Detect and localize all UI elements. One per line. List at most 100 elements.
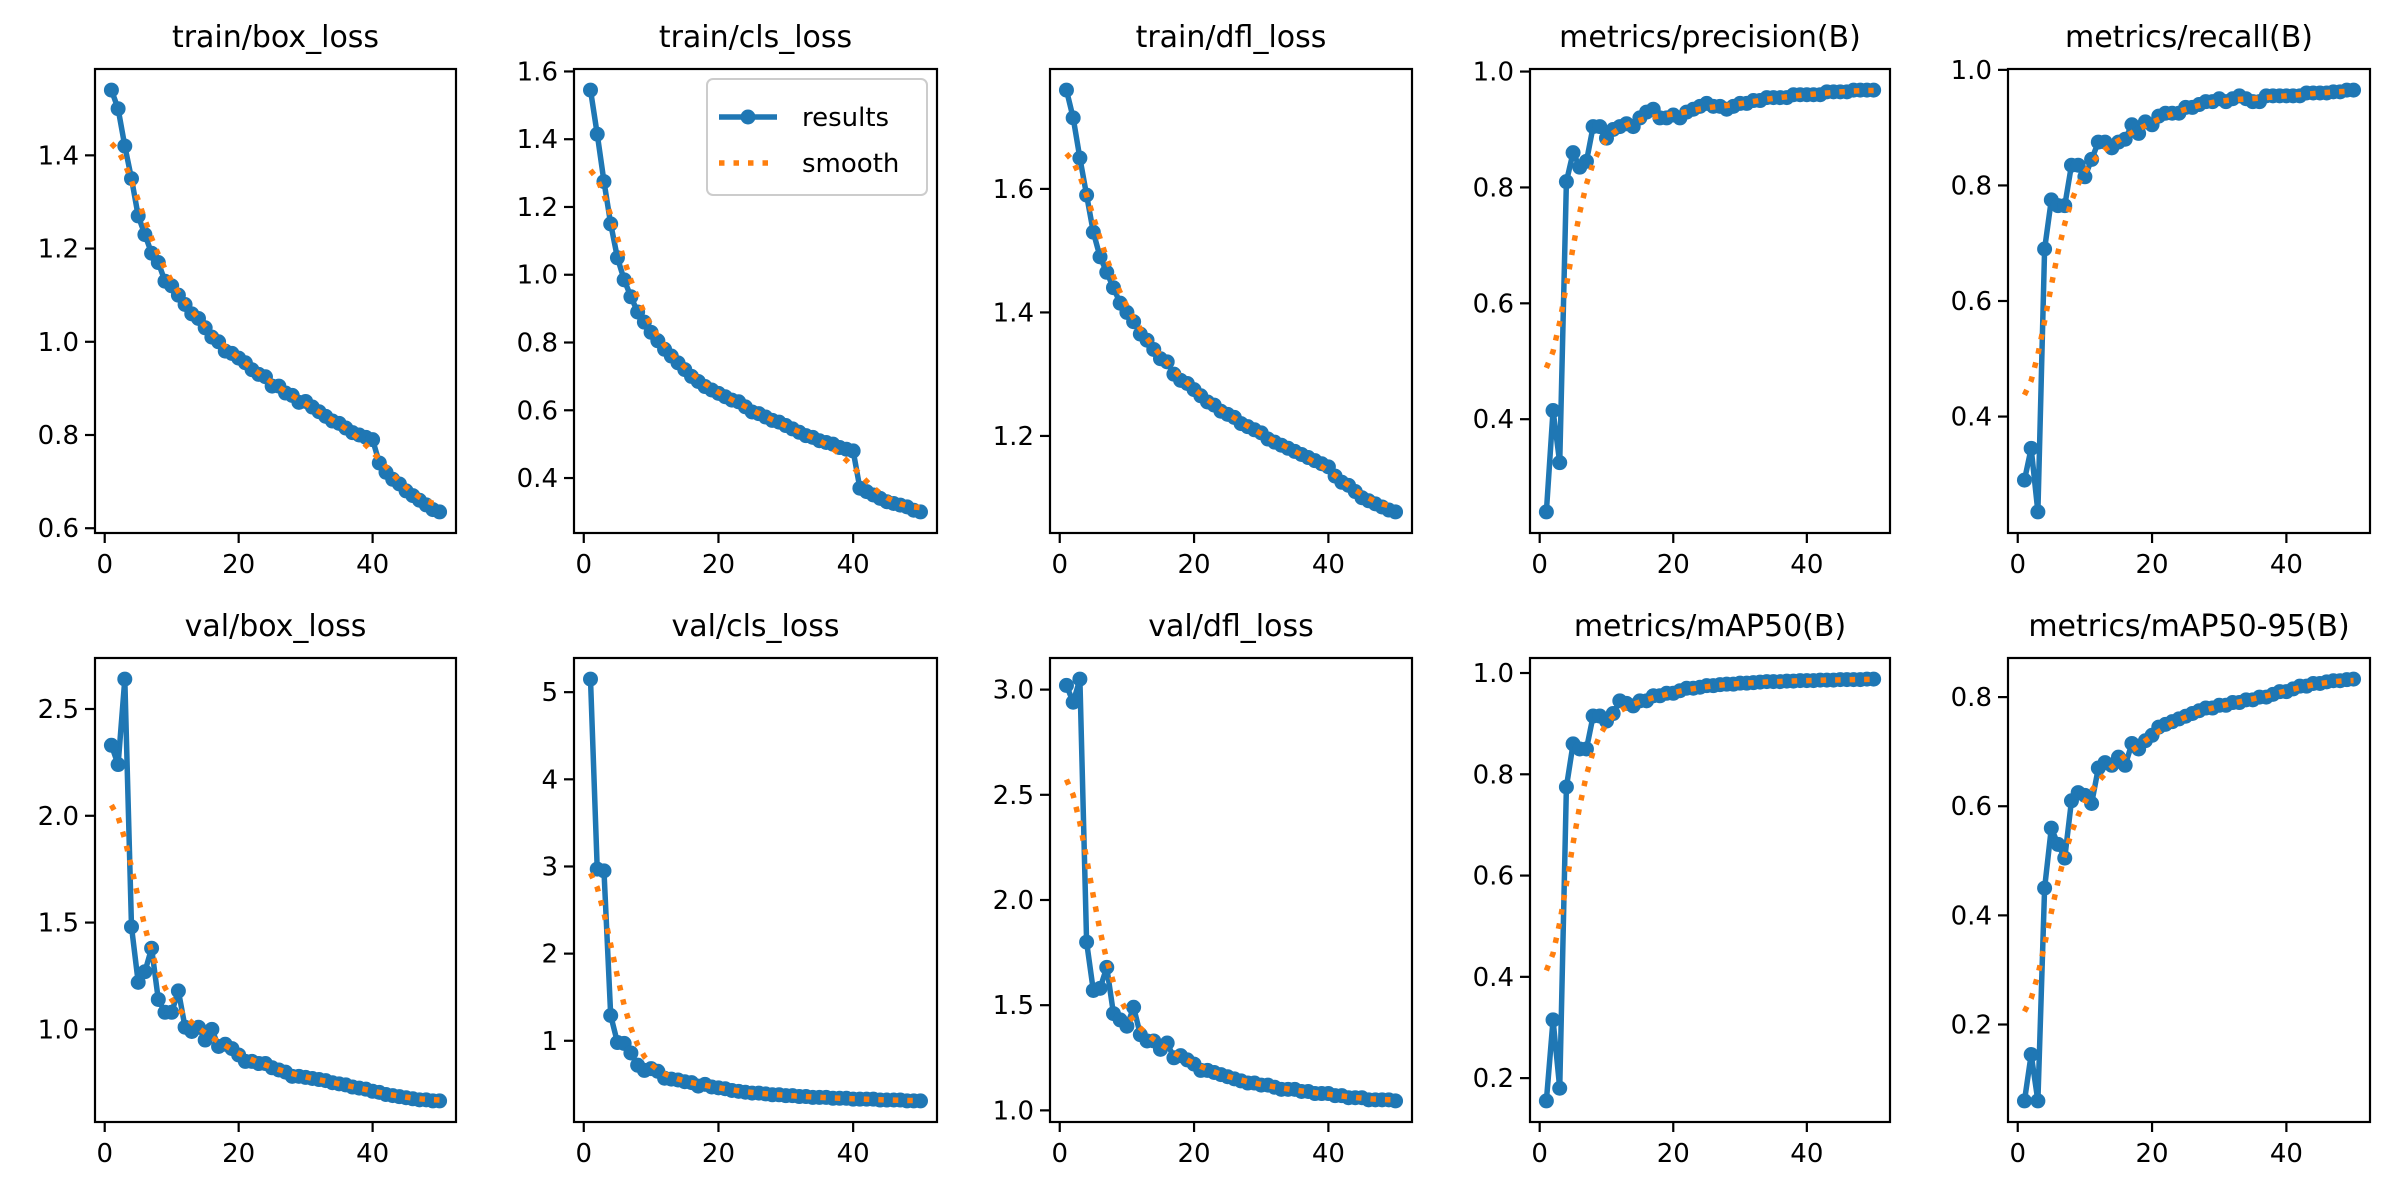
y-tick-label: 1.2 <box>38 235 79 265</box>
subplot-title: train/cls_loss <box>659 20 852 55</box>
y-tick-label: 2.5 <box>38 695 79 725</box>
results-point <box>2016 472 2032 488</box>
x-tick-label: 20 <box>2136 550 2169 580</box>
results-point <box>110 757 126 773</box>
axes-frame <box>1528 67 1892 535</box>
results-point <box>1072 150 1088 166</box>
results-point <box>583 671 598 687</box>
results-point <box>1388 504 1404 520</box>
y-tick-label: 0.4 <box>1951 901 1992 931</box>
results-point <box>2030 504 2046 520</box>
results-point <box>1072 671 1088 687</box>
smooth-line <box>588 168 921 511</box>
plot-area <box>1538 671 1882 1109</box>
y-tick-label: 1.0 <box>517 261 558 291</box>
y-tick-label: 1.0 <box>993 1096 1034 1126</box>
y-tick-label: 0.2 <box>1951 1011 1992 1041</box>
results-point <box>603 1007 619 1023</box>
y-tick-label: 1.2 <box>517 193 558 223</box>
plot-area <box>103 82 448 520</box>
results-point <box>1565 145 1581 161</box>
axes-frame <box>2006 656 2372 1124</box>
x-tick-label: 40 <box>1790 550 1823 580</box>
y-tick-label: 2.0 <box>38 802 79 832</box>
results-point <box>1058 82 1074 98</box>
y-tick-label: 0.6 <box>1473 289 1514 319</box>
subplot-title: val/dfl_loss <box>1148 609 1313 644</box>
results-point <box>170 983 186 999</box>
results-point <box>1558 779 1574 795</box>
results-point <box>589 126 605 142</box>
x-tick-label: 20 <box>1657 1139 1690 1169</box>
y-tick-label: 1.4 <box>993 298 1034 328</box>
results-point <box>197 1032 213 1048</box>
y-tick-label: 0.8 <box>38 421 79 451</box>
subplot-title: metrics/recall(B) <box>2065 20 2313 55</box>
results-point <box>1092 980 1108 996</box>
subplot-val-box-loss: val/box_loss 0 20 40 1.0 1.5 2.0 2.5 <box>38 609 458 1169</box>
results-point <box>110 101 126 117</box>
subplot-title: val/cls_loss <box>672 609 840 644</box>
results-point <box>1079 934 1095 950</box>
results-point <box>1092 249 1108 265</box>
x-tick-label: 40 <box>1790 1139 1823 1169</box>
y-tick-label: 0.6 <box>1951 792 1992 822</box>
y-tick-label: 3 <box>541 852 558 882</box>
y-tick-label: 1.4 <box>517 125 558 155</box>
y-tick-label: 0.8 <box>1951 683 1992 713</box>
x-tick-label: 20 <box>1178 550 1211 580</box>
x-tick-label: 0 <box>1051 550 1068 580</box>
plot-area <box>1058 82 1404 520</box>
legend-results-label: results <box>802 103 889 133</box>
results-point <box>117 671 133 687</box>
y-tick-label: 0.6 <box>1951 287 1992 317</box>
results-point <box>365 432 381 448</box>
results-point <box>432 504 448 520</box>
axes-frame <box>572 67 939 535</box>
subplot-title: metrics/precision(B) <box>1559 20 1861 55</box>
results-point <box>1538 1093 1554 1109</box>
x-tick-label: 0 <box>575 550 592 580</box>
y-tick-label: 0.4 <box>517 464 558 494</box>
legend-results-marker <box>740 109 756 125</box>
results-point <box>1866 82 1882 98</box>
smooth-line <box>109 141 441 508</box>
results-point <box>103 82 119 98</box>
y-tick-label: 0.8 <box>1473 760 1514 790</box>
plot-area <box>1538 82 1882 520</box>
y-tick-label: 1.0 <box>38 328 79 358</box>
subplot-train-dfl-loss: train/dfl_loss 0 20 40 1.2 1.4 1.6 <box>993 20 1414 580</box>
y-tick-label: 3.0 <box>993 676 1034 706</box>
y-tick-label: 1.6 <box>993 175 1034 205</box>
results-point <box>1592 119 1608 135</box>
y-tick-label: 1.4 <box>38 141 79 171</box>
plot-area <box>1058 671 1404 1109</box>
subplot-val-dfl-loss: val/dfl_loss 0 20 40 1.0 1.5 2.0 2.5 3.0 <box>993 609 1414 1169</box>
x-tick-label: 40 <box>837 550 870 580</box>
results-point <box>2023 1047 2039 1063</box>
x-tick-label: 40 <box>356 550 389 580</box>
smooth-line <box>2021 88 2354 397</box>
x-tick-label: 0 <box>1531 550 1548 580</box>
y-tick-label: 1 <box>541 1027 558 1057</box>
y-tick-label: 1.0 <box>1473 58 1514 88</box>
axes-frame <box>572 656 939 1124</box>
results-point <box>130 974 146 990</box>
results-point <box>623 1045 639 1061</box>
y-tick-label: 0.4 <box>1473 405 1514 435</box>
axes-frame <box>93 67 458 535</box>
legend-smooth-label: smooth <box>802 149 899 179</box>
x-tick-label: 40 <box>1312 1139 1345 1169</box>
results-point <box>103 737 119 753</box>
subplot-metrics-recall-b-: metrics/recall(B) 0 20 40 0.4 0.6 0.8 1.0 <box>1951 20 2372 580</box>
smooth-line <box>1063 778 1396 1103</box>
results-point <box>1545 403 1561 419</box>
x-tick-label: 20 <box>222 1139 255 1169</box>
results-point <box>1866 671 1882 687</box>
results-point <box>2037 880 2053 896</box>
y-tick-label: 1.5 <box>38 909 79 939</box>
y-tick-label: 0.6 <box>38 514 79 544</box>
results-point <box>204 1021 220 1037</box>
x-tick-label: 40 <box>1312 550 1345 580</box>
